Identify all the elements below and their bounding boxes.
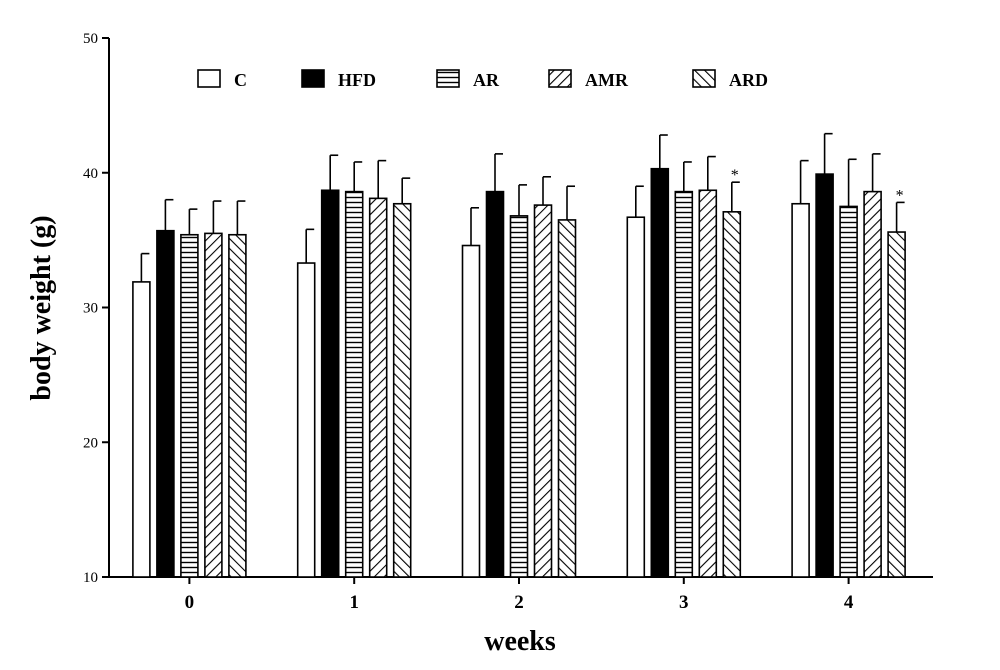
legend-label: AMR xyxy=(585,70,629,90)
bar-hfd-week-0 xyxy=(156,229,175,578)
bar-c-week-2 xyxy=(461,244,481,578)
legend-label: AR xyxy=(473,70,500,90)
x-tick-label: 1 xyxy=(349,592,359,613)
legend-swatch-hfd xyxy=(301,69,325,88)
bar-hfd-week-2 xyxy=(485,190,505,578)
y-tick-label: 30 xyxy=(83,301,98,317)
bar-ar-week-4 xyxy=(839,205,858,578)
bar-hfd-week-3 xyxy=(650,167,670,578)
bar-amr-week-2 xyxy=(533,204,553,578)
bar-hfd-week-1 xyxy=(320,189,340,578)
bar-ard-week-2 xyxy=(557,219,577,578)
legend: C HFD AR AMR ARD xyxy=(197,69,768,90)
bar-amr-week-1 xyxy=(368,197,388,578)
x-tick-label: 4 xyxy=(844,592,854,613)
bars: ** xyxy=(132,132,906,578)
bar-amr-week-0 xyxy=(204,232,223,578)
bar-ard-week-0 xyxy=(228,233,247,578)
y-tick-label: 50 xyxy=(83,31,98,47)
x-axis: 0 1 2 3 4 xyxy=(109,576,933,613)
bar-ar-week-0 xyxy=(180,233,199,578)
bar-ar-week-3 xyxy=(674,190,694,578)
bar-ard-week-1 xyxy=(392,202,412,578)
bar-amr-week-3 xyxy=(698,189,718,578)
legend-label: HFD xyxy=(338,70,376,90)
y-axis-title: body weight (g) xyxy=(26,215,57,400)
bar-c-week-4 xyxy=(791,202,810,578)
y-axis: 10 20 30 40 50 xyxy=(83,31,110,586)
bar-c-week-1 xyxy=(296,262,316,578)
x-tick-label: 0 xyxy=(185,592,195,613)
legend-swatch-ard xyxy=(692,69,716,88)
y-tick-label: 20 xyxy=(83,435,98,451)
x-tick-label: 3 xyxy=(679,592,689,613)
bar-ard-week-4 xyxy=(887,231,906,578)
bar-ar-week-1 xyxy=(344,190,364,578)
y-tick-label: 10 xyxy=(83,570,98,586)
bar-ard-week-3 xyxy=(722,211,742,578)
significance-marker: * xyxy=(896,187,904,204)
bar-c-week-3 xyxy=(626,216,646,578)
x-axis-title: weeks xyxy=(484,626,556,657)
significance-marker: * xyxy=(731,167,739,184)
legend-label: ARD xyxy=(729,70,768,90)
x-tick-label: 2 xyxy=(514,592,524,613)
bar-c-week-0 xyxy=(132,281,151,578)
legend-swatch-c xyxy=(197,69,221,88)
bar-hfd-week-4 xyxy=(815,173,834,578)
bar-amr-week-4 xyxy=(863,190,882,578)
legend-swatch-amr xyxy=(548,69,572,88)
y-tick-label: 40 xyxy=(83,166,98,182)
legend-swatch-ar xyxy=(436,69,460,88)
bar-ar-week-2 xyxy=(509,215,529,578)
legend-label: C xyxy=(234,70,247,90)
